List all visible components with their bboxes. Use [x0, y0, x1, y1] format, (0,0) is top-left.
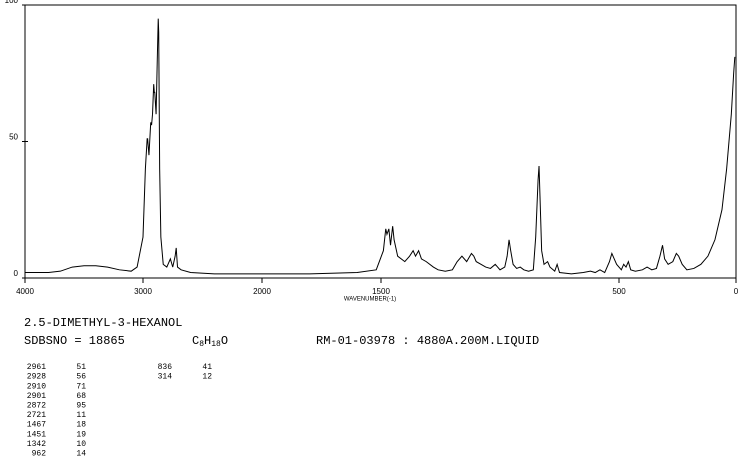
formula-part: O — [221, 334, 228, 348]
x-tick-label: 3000 — [134, 287, 152, 296]
formula-part: H — [204, 334, 211, 348]
sample-info: RM-01-03978 : 4880A.200M.LIQUID — [316, 334, 539, 348]
x-tick-label: 0 — [734, 287, 738, 296]
formula-part: 18 — [211, 340, 221, 349]
peak-wavenumber: 2961 — [27, 363, 46, 372]
peak-intensity: 11 — [76, 411, 86, 420]
peak-wavenumber: 2872 — [27, 402, 46, 411]
formula: C8H18O — [192, 334, 228, 349]
peak-wavenumber: 2901 — [27, 392, 46, 401]
peak-intensity: 18 — [76, 421, 86, 430]
peak-intensity: 71 — [76, 382, 86, 391]
peak-wavenumber: 2928 — [27, 373, 46, 382]
compound-name: 2.5-DIMETHYL-3-HEXANOL — [24, 316, 182, 330]
x-tick-label: 1500 — [372, 287, 390, 296]
peak-wavenumber: 1467 — [27, 421, 46, 430]
peak-wavenumber: 1342 — [27, 440, 46, 449]
peak-intensity: 51 — [76, 363, 86, 372]
peak-wavenumber: 1451 — [27, 430, 46, 439]
peak-wavenumber: 2721 — [27, 411, 46, 420]
peak-intensity: 68 — [76, 392, 86, 401]
spectrum-line — [25, 18, 736, 275]
peak-intensity: 56 — [76, 373, 86, 382]
peak-intensity: 95 — [76, 402, 86, 411]
x-tick-label: 500 — [612, 287, 626, 296]
peak-wavenumber: 836 — [158, 363, 173, 372]
peak-intensity: 19 — [76, 430, 86, 439]
peak-wavenumber: 2910 — [27, 382, 46, 391]
plot-frame — [24, 4, 737, 279]
y-tick-label: 0 — [14, 269, 19, 278]
y-tick-label: 50 — [9, 133, 18, 142]
formula-part: C — [192, 334, 199, 348]
sdbs-number: SDBSNO = 18865 — [24, 334, 125, 348]
x-tick-label: 2000 — [253, 287, 271, 296]
peak-intensity: 41 — [202, 363, 212, 372]
peak-wavenumber: 962 — [32, 450, 47, 457]
x-axis-label: WAVENUMBER(-1) — [344, 297, 396, 303]
formula-part: 8 — [199, 340, 204, 349]
peak-intensity: 14 — [76, 450, 86, 457]
x-tick-label: 4000 — [16, 287, 34, 296]
peak-intensity: 10 — [76, 440, 86, 449]
peak-wavenumber: 314 — [158, 373, 173, 382]
peak-intensity: 12 — [202, 373, 212, 382]
y-tick-label: 100 — [5, 0, 19, 5]
